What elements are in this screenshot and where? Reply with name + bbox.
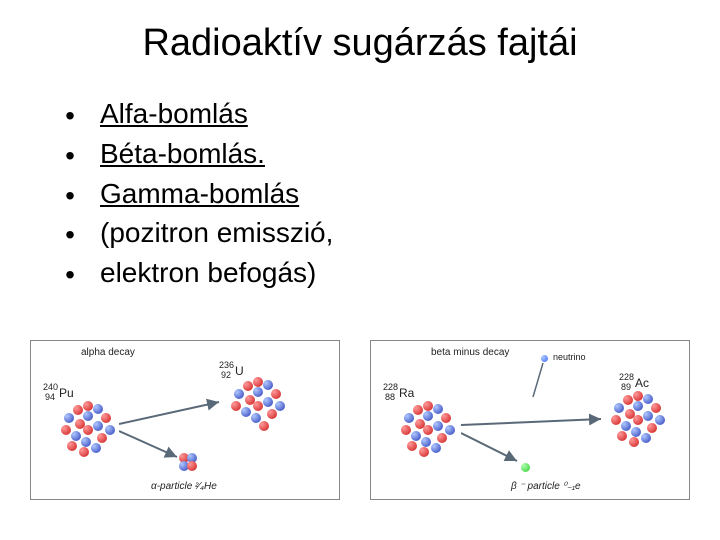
daughter-nucleus [231,377,285,431]
bullet-text: Gamma-bomlás [100,175,299,213]
alpha-decay-figure: alpha decay 240 94 Pu 236 92 [30,340,340,500]
bullet-text: (pozitron emisszió, [100,214,333,252]
bullet-dot: • [40,254,100,294]
bullet-dot: • [40,214,100,254]
beta-parent-element: Ra [399,387,414,399]
beta-particle-label: β ⁻ particle ⁰₋₁e [511,481,581,492]
parent-z: 94 [45,393,55,402]
beta-parent-mass: 228 [383,383,398,392]
beta-arrow-to-daughter [461,411,611,431]
bullet-dot: • [40,175,100,215]
parent-nucleus [61,401,117,457]
figures-row: alpha decay 240 94 Pu 236 92 [30,340,690,500]
bullet-text: elektron befogás) [100,254,316,292]
arrow-neutrino [529,363,549,403]
list-item: • Alfa-bomlás [40,95,720,135]
arrow-to-daughter [119,396,229,426]
beta-daughter-nucleus [611,391,667,447]
beta-daughter-mass: 228 [619,373,634,382]
bullet-dot: • [40,135,100,175]
list-item: • elektron befogás) [40,254,720,294]
beta-title: beta minus decay [431,347,509,358]
electron-particle [521,463,530,472]
daughter-z: 92 [221,371,231,380]
bullet-dot: • [40,95,100,135]
list-item: • Béta-bomlás. [40,135,720,175]
beta-decay-figure: beta minus decay neutrino 228 88 Ra [370,340,690,500]
neutrino-particle [541,355,548,362]
page-title: Radioaktív sugárzás fajtái [0,0,720,85]
daughter-element: U [235,365,244,377]
beta-parent-nucleus [401,401,457,457]
bullet-text: Béta-bomlás. [100,135,265,173]
beta-daughter-element: Ac [635,377,649,389]
alpha-particle-label: α-particle ²⁄₄He [151,481,217,492]
parent-mass: 240 [43,383,58,392]
list-item: • (pozitron emisszió, [40,214,720,254]
daughter-mass: 236 [219,361,234,370]
beta-parent-z: 88 [385,393,395,402]
list-item: • Gamma-bomlás [40,175,720,215]
neutrino-label: neutrino [553,353,586,362]
parent-element: Pu [59,387,74,399]
bullet-list: • Alfa-bomlás • Béta-bomlás. • Gamma-bom… [0,85,720,294]
bullet-text: Alfa-bomlás [100,95,248,133]
alpha-title: alpha decay [81,347,135,358]
